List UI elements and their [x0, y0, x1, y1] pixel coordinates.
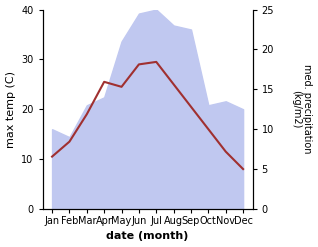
Y-axis label: med. precipitation
(kg/m2): med. precipitation (kg/m2) [291, 64, 313, 154]
Y-axis label: max temp (C): max temp (C) [5, 71, 16, 148]
X-axis label: date (month): date (month) [107, 231, 189, 242]
